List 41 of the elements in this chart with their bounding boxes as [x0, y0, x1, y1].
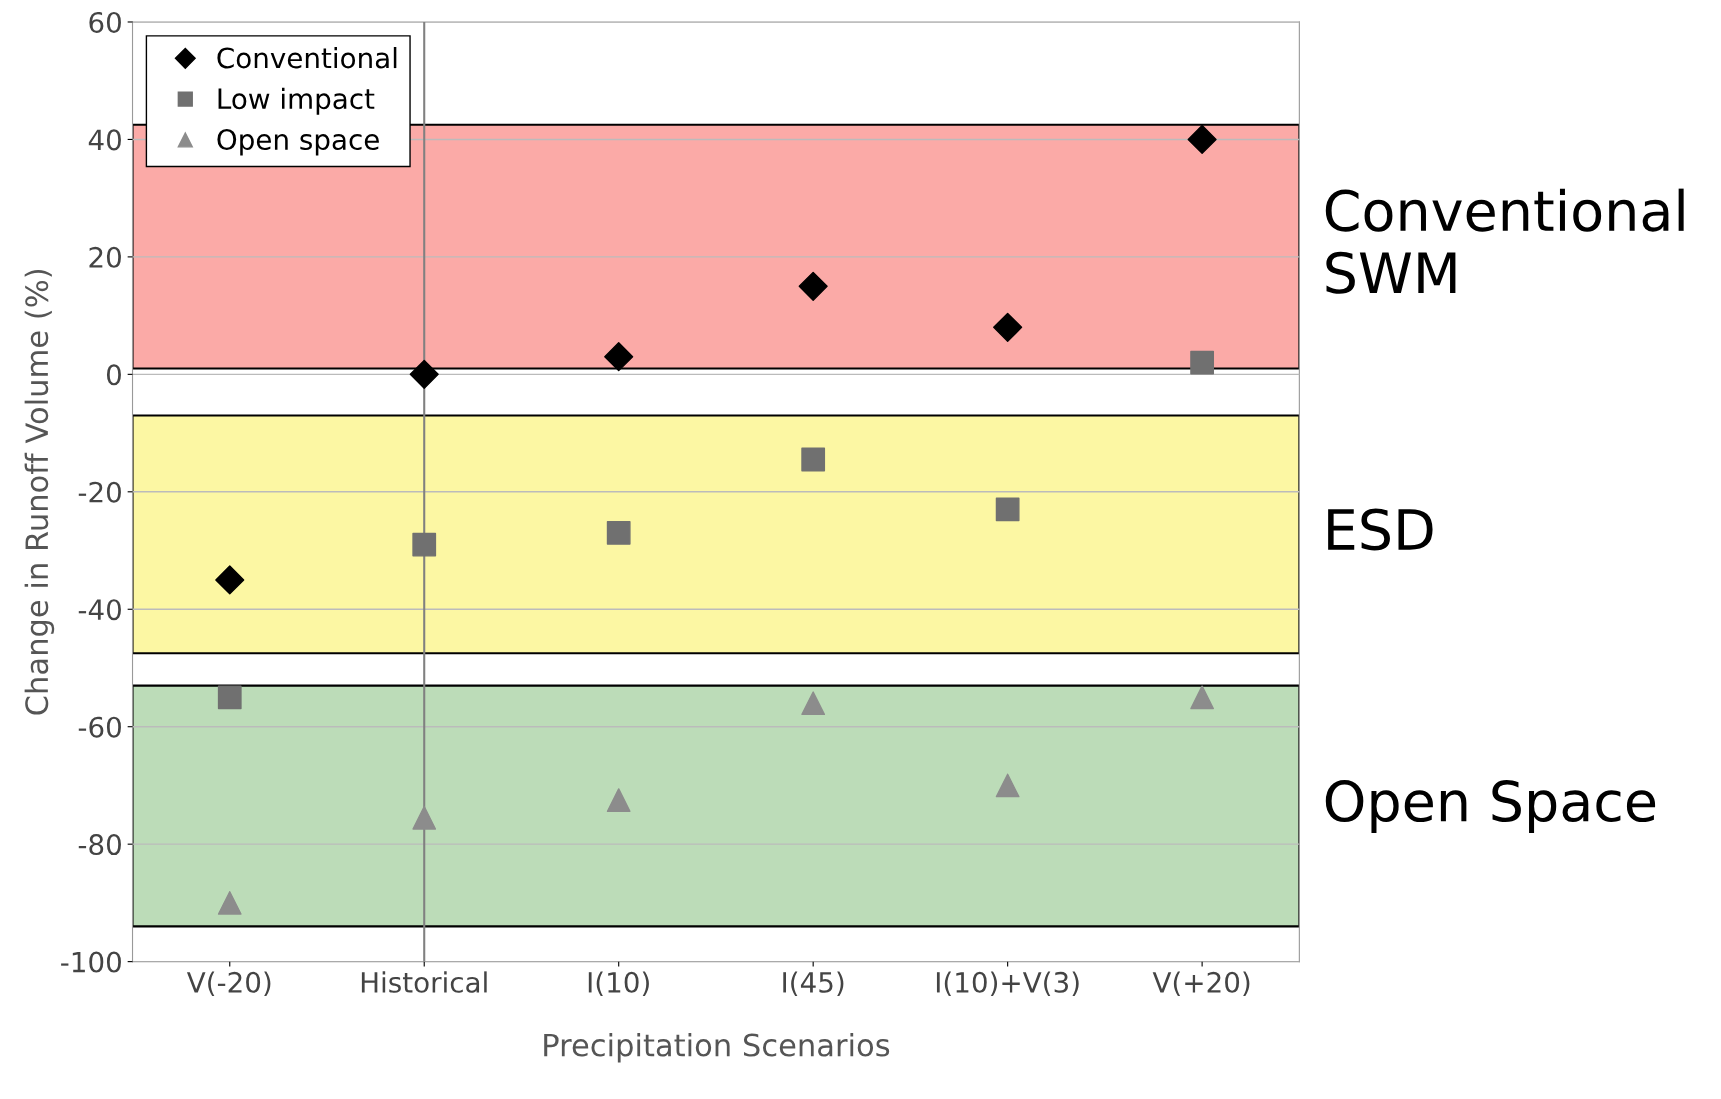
point [409, 359, 439, 389]
x-tick-label: Historical [361, 971, 487, 993]
y-tick-label: 0 [106, 364, 121, 386]
point [412, 805, 437, 830]
x-tick-label: V(+20) [1152, 971, 1250, 997]
band-label: ESD [1328, 508, 1433, 551]
y-axis-title: Change in Runoff Volume (%) [24, 269, 55, 715]
y-tick-label: 40 [88, 129, 121, 151]
point [604, 342, 634, 372]
point [217, 685, 242, 710]
point [606, 788, 631, 813]
band-label: Conventional SWM [1325, 188, 1684, 294]
point [1187, 124, 1217, 155]
point [1190, 350, 1215, 375]
x-tick-label: V(-20) [186, 971, 271, 997]
point [798, 271, 828, 301]
legend-label: Low impact [218, 87, 375, 115]
point [801, 691, 826, 716]
y-tick-label: 60 [89, 11, 121, 33]
y-tick-label: -20 [78, 481, 121, 503]
x-tick-label: I(10)+V(3) [936, 971, 1079, 997]
point [993, 312, 1023, 342]
point [995, 497, 1020, 522]
y-tick-label: -60 [78, 716, 121, 738]
band-label: Open Space [1325, 780, 1656, 833]
point [1190, 685, 1215, 710]
y-tick-label: 20 [89, 246, 121, 268]
legend-label: Conventional [217, 46, 397, 69]
point [412, 532, 437, 557]
y-tick-label: -80 [78, 834, 121, 856]
y-tick-label: -100 [61, 951, 121, 973]
x-axis-title: Precipitation Scenarios [544, 1032, 890, 1063]
point [606, 521, 631, 545]
point [995, 773, 1020, 798]
point [217, 891, 242, 915]
x-tick-label: I(10) [588, 971, 649, 997]
point [215, 565, 245, 595]
point [801, 447, 826, 472]
legend-label: Open space [217, 129, 379, 156]
x-tick-label: I(45) [783, 971, 844, 997]
y-tick-label: -40 [78, 599, 121, 621]
